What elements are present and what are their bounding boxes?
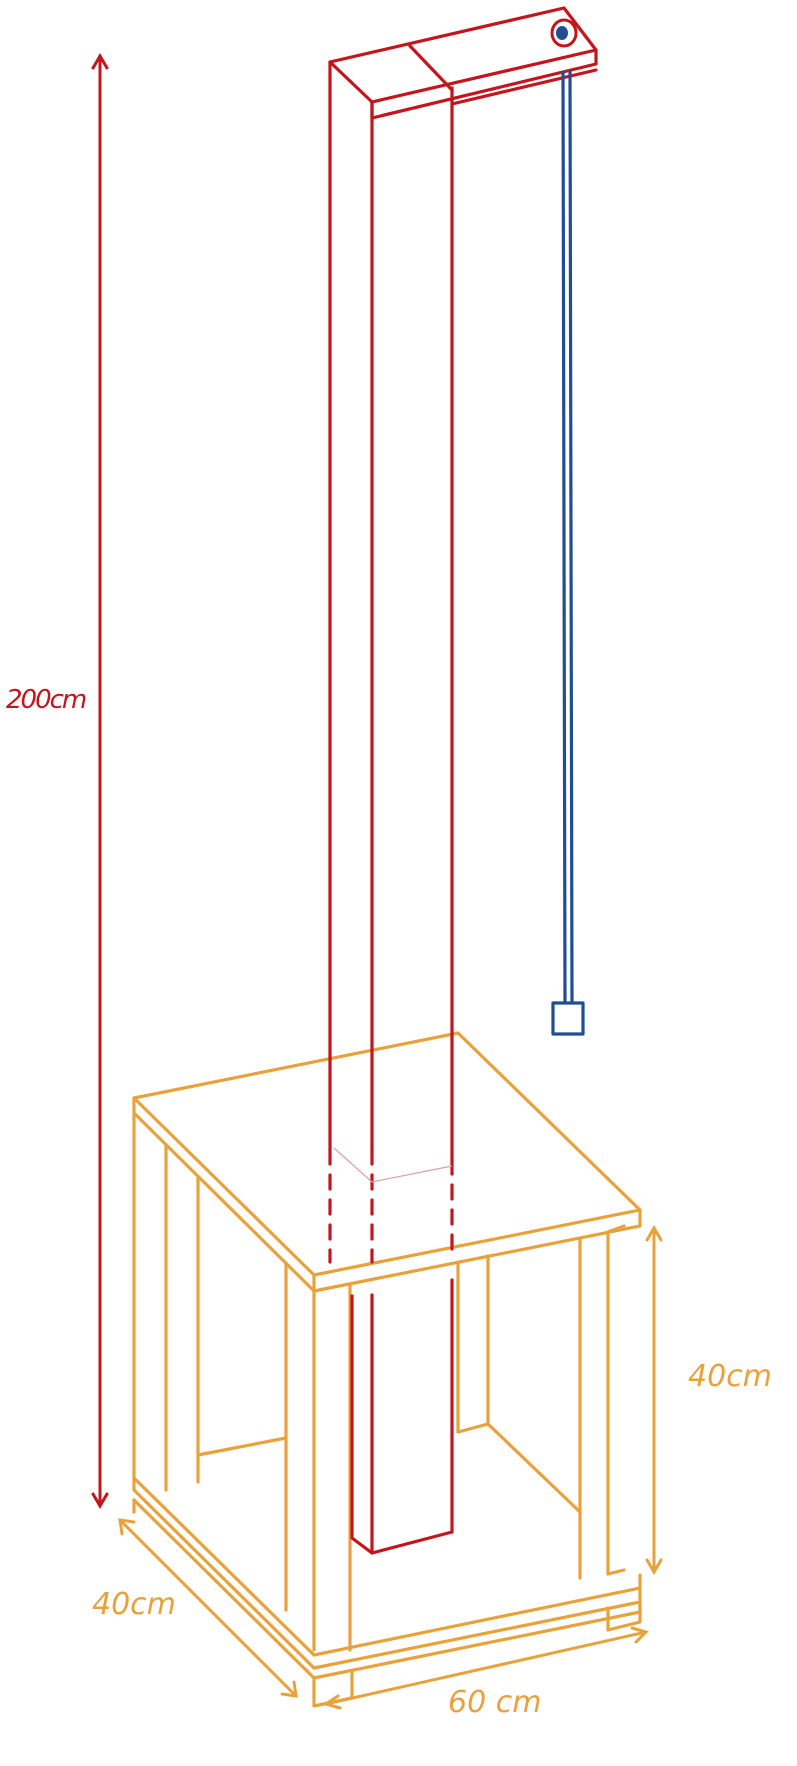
- box-height-label: 40cm: [688, 1359, 772, 1394]
- post-lower-side: [350, 1294, 374, 1555]
- cord-line-right: [568, 70, 574, 1005]
- bottom-left-rail: [132, 1476, 316, 1680]
- depth-arrow-start: [118, 1518, 136, 1536]
- depth-arrow-end: [280, 1680, 298, 1698]
- depth-dimension: 40cm: [92, 1518, 298, 1698]
- depth-label: 40cm: [92, 1587, 176, 1622]
- height-arrow-bottom: [91, 1492, 109, 1509]
- cord: [551, 70, 585, 1036]
- top-slab-top-face: [132, 1031, 642, 1277]
- post-bottom-edge: [370, 1530, 454, 1555]
- back-inner-post: [456, 1254, 490, 1434]
- width-dimension: 60 cm: [322, 1626, 649, 1720]
- arm-underside: [450, 68, 598, 106]
- width-label: 60 cm: [448, 1685, 541, 1720]
- cord-line-left: [561, 70, 567, 1005]
- box-height-dimension: 40cm: [645, 1225, 772, 1575]
- height-dimension: 200cm: [6, 53, 109, 1509]
- height-arrow-top: [91, 53, 109, 70]
- top-slab-front-edge: [312, 1208, 642, 1293]
- bottom-front-rail: [312, 1586, 642, 1680]
- box-height-arrow-top: [645, 1225, 663, 1242]
- post-cut-line: [333, 1147, 453, 1183]
- back-rail: [196, 1436, 288, 1457]
- square-weight-icon: [551, 1001, 585, 1036]
- width-arrow-end: [630, 1626, 649, 1644]
- circle-eyelet-icon: [550, 18, 578, 48]
- width-line: [324, 1630, 648, 1706]
- base-cube: [132, 1031, 642, 1708]
- front-right-leg: [578, 1230, 610, 1580]
- arm-divider: [408, 44, 454, 92]
- box-height-arrow-bottom: [645, 1558, 663, 1575]
- post: [328, 6, 598, 1555]
- width-arrow-start: [322, 1694, 342, 1710]
- right-inner-floor: [486, 1422, 582, 1514]
- height-label: 200cm: [6, 685, 86, 715]
- right-foot: [606, 1604, 642, 1632]
- front-left-leg: [312, 1282, 352, 1652]
- front-right-leg-side: [606, 1224, 626, 1576]
- depth-line: [118, 1518, 298, 1698]
- back-left-leg: [132, 1111, 200, 1492]
